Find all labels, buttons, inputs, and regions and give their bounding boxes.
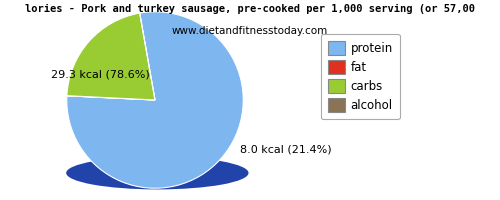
Text: 8.0 kcal (21.4%): 8.0 kcal (21.4%) xyxy=(240,144,332,154)
Wedge shape xyxy=(67,96,155,100)
Ellipse shape xyxy=(66,156,248,189)
Wedge shape xyxy=(67,13,155,100)
Wedge shape xyxy=(140,13,155,100)
Wedge shape xyxy=(67,12,243,188)
Text: lories - Pork and turkey sausage, pre-cooked per 1,000 serving (or 57,00: lories - Pork and turkey sausage, pre-co… xyxy=(25,4,475,14)
Legend: protein, fat, carbs, alcohol: protein, fat, carbs, alcohol xyxy=(321,34,400,119)
Text: www.dietandfitnesstoday.com: www.dietandfitnesstoday.com xyxy=(172,26,328,36)
Text: 29.3 kcal (78.6%): 29.3 kcal (78.6%) xyxy=(52,69,150,79)
